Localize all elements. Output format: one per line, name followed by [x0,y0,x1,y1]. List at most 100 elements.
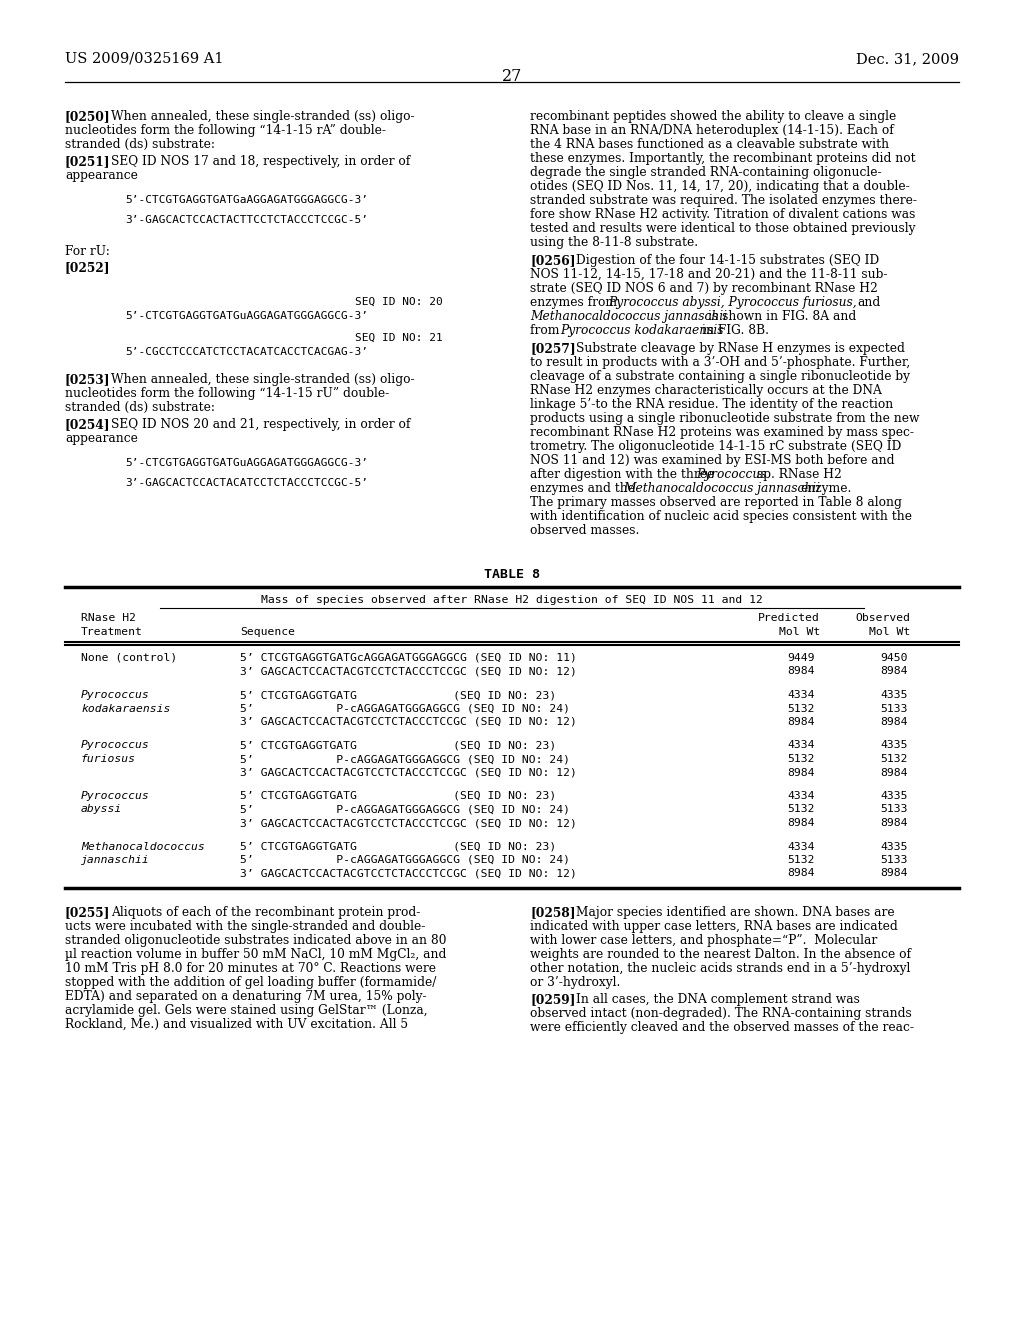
Text: 4334: 4334 [787,741,815,751]
Text: from: from [530,323,563,337]
Text: µl reaction volume in buffer 50 mM NaCl, 10 mM MgCl₂, and: µl reaction volume in buffer 50 mM NaCl,… [65,948,446,961]
Text: tested and results were identical to those obtained previously: tested and results were identical to tho… [530,222,915,235]
Text: 5132: 5132 [787,704,815,714]
Text: SEQ ID NOS 20 and 21, respectively, in order of: SEQ ID NOS 20 and 21, respectively, in o… [111,418,411,432]
Text: 8984: 8984 [787,767,815,777]
Text: furiosus: furiosus [81,754,136,764]
Text: [0252]: [0252] [65,261,111,275]
Text: RNA base in an RNA/DNA heteroduplex (14-1-15). Each of: RNA base in an RNA/DNA heteroduplex (14-… [530,124,894,137]
Text: 4335: 4335 [881,741,908,751]
Text: None (control): None (control) [81,653,177,663]
Text: Sequence: Sequence [240,627,295,638]
Text: strate (SEQ ID NOS 6 and 7) by recombinant RNase H2: strate (SEQ ID NOS 6 and 7) by recombina… [530,282,878,294]
Text: [0253]: [0253] [65,374,111,385]
Text: 5’            P-cAGGAGATGGGAGGCG (SEQ ID NO: 24): 5’ P-cAGGAGATGGGAGGCG (SEQ ID NO: 24) [240,754,570,764]
Text: In all cases, the DNA complement strand was: In all cases, the DNA complement strand … [575,993,860,1006]
Text: Pyrococcus: Pyrococcus [81,690,150,700]
Text: recombinant peptides showed the ability to cleave a single: recombinant peptides showed the ability … [530,110,896,123]
Text: stranded (ds) substrate:: stranded (ds) substrate: [65,139,215,150]
Text: 8984: 8984 [881,667,908,676]
Text: sp. RNase H2: sp. RNase H2 [757,469,842,480]
Text: 8984: 8984 [787,869,815,879]
Text: enzymes and the: enzymes and the [530,482,639,495]
Text: 5’-CTCGTGAGGTGATGuAGGAGATGGGAGGCG-3’: 5’-CTCGTGAGGTGATGuAGGAGATGGGAGGCG-3’ [125,458,368,469]
Text: 4335: 4335 [881,690,908,700]
Text: 8984: 8984 [787,717,815,727]
Text: 5’ CTCGTGAGGTGATG              (SEQ ID NO: 23): 5’ CTCGTGAGGTGATG (SEQ ID NO: 23) [240,842,556,851]
Text: SEQ ID NO: 21: SEQ ID NO: 21 [355,333,442,343]
Text: Digestion of the four 14-1-15 substrates (SEQ ID: Digestion of the four 14-1-15 substrates… [575,253,880,267]
Text: and: and [857,296,881,309]
Text: with identification of nucleic acid species consistent with the: with identification of nucleic acid spec… [530,510,912,523]
Text: the 4 RNA bases functioned as a cleavable substrate with: the 4 RNA bases functioned as a cleavabl… [530,139,889,150]
Text: fore show RNase H2 activity. Titration of divalent cations was: fore show RNase H2 activity. Titration o… [530,209,915,220]
Text: NOS 11 and 12) was examined by ESI-MS both before and: NOS 11 and 12) was examined by ESI-MS bo… [530,454,895,467]
Text: 4335: 4335 [881,791,908,801]
Text: using the 8-11-8 substrate.: using the 8-11-8 substrate. [530,236,698,249]
Text: Pyrococcus: Pyrococcus [81,741,150,751]
Text: Dec. 31, 2009: Dec. 31, 2009 [856,51,959,66]
Text: 5’-CTCGTGAGGTGATGuAGGAGATGGGAGGCG-3’: 5’-CTCGTGAGGTGATGuAGGAGATGGGAGGCG-3’ [125,312,368,321]
Text: 5132: 5132 [881,754,908,764]
Text: 3’ GAGCACTCCACTACGTCCTCTACCCTCCGC (SEQ ID NO: 12): 3’ GAGCACTCCACTACGTCCTCTACCCTCCGC (SEQ I… [240,767,577,777]
Text: 3’ GAGCACTCCACTACGTCCTCTACCCTCCGC (SEQ ID NO: 12): 3’ GAGCACTCCACTACGTCCTCTACCCTCCGC (SEQ I… [240,717,577,727]
Text: 4334: 4334 [787,690,815,700]
Text: SEQ ID NO: 20: SEQ ID NO: 20 [355,297,442,308]
Text: 8984: 8984 [787,667,815,676]
Text: nucleotides form the following “14-1-15 rA” double-: nucleotides form the following “14-1-15 … [65,124,386,137]
Text: Predicted: Predicted [758,612,820,623]
Text: 3’ GAGCACTCCACTACGTCCTCTACCCTCCGC (SEQ ID NO: 12): 3’ GAGCACTCCACTACGTCCTCTACCCTCCGC (SEQ I… [240,667,577,676]
Text: 5’ CTCGTGAGGTGATG              (SEQ ID NO: 23): 5’ CTCGTGAGGTGATG (SEQ ID NO: 23) [240,690,556,700]
Text: or 3’-hydroxyl.: or 3’-hydroxyl. [530,975,621,989]
Text: The primary masses observed are reported in Table 8 along: The primary masses observed are reported… [530,496,902,510]
Text: 3’-GAGCACTCCACTACATCCTCTACCCTCCGC-5’: 3’-GAGCACTCCACTACATCCTCTACCCTCCGC-5’ [125,478,368,488]
Text: 5132: 5132 [787,804,815,814]
Text: [0257]: [0257] [530,342,575,355]
Text: Major species identified are shown. DNA bases are: Major species identified are shown. DNA … [575,906,895,919]
Text: observed masses.: observed masses. [530,524,639,537]
Text: US 2009/0325169 A1: US 2009/0325169 A1 [65,51,223,66]
Text: 4334: 4334 [787,791,815,801]
Text: Pyrococcus: Pyrococcus [81,791,150,801]
Text: with lower case letters, and phosphate=“P”.  Molecular: with lower case letters, and phosphate=“… [530,935,878,946]
Text: Mol Wt: Mol Wt [868,627,910,638]
Text: after digestion with the three: after digestion with the three [530,469,718,480]
Text: Substrate cleavage by RNase H enzymes is expected: Substrate cleavage by RNase H enzymes is… [575,342,905,355]
Text: weights are rounded to the nearest Dalton. In the absence of: weights are rounded to the nearest Dalto… [530,948,911,961]
Text: otides (SEQ ID Nos. 11, 14, 17, 20), indicating that a double-: otides (SEQ ID Nos. 11, 14, 17, 20), ind… [530,180,909,193]
Text: to result in products with a 3’-OH and 5’-phosphate. Further,: to result in products with a 3’-OH and 5… [530,356,910,370]
Text: Rockland, Me.) and visualized with UV excitation. All 5: Rockland, Me.) and visualized with UV ex… [65,1018,409,1031]
Text: 9450: 9450 [881,653,908,663]
Text: were efficiently cleaved and the observed masses of the reac-: were efficiently cleaved and the observe… [530,1020,914,1034]
Text: 4334: 4334 [787,842,815,851]
Text: 5’ CTCGTGAGGTGATG              (SEQ ID NO: 23): 5’ CTCGTGAGGTGATG (SEQ ID NO: 23) [240,791,556,801]
Text: Pyrococcus: Pyrococcus [696,469,767,480]
Text: 8984: 8984 [881,869,908,879]
Text: [0251]: [0251] [65,154,111,168]
Text: Methanocaldococcus: Methanocaldococcus [81,842,205,851]
Text: 5133: 5133 [881,804,908,814]
Text: RNase H2: RNase H2 [81,612,136,623]
Text: [0255]: [0255] [65,906,111,919]
Text: enzymes from: enzymes from [530,296,621,309]
Text: ucts were incubated with the single-stranded and double-: ucts were incubated with the single-stra… [65,920,425,933]
Text: [0250]: [0250] [65,110,111,123]
Text: linkage 5’-to the RNA residue. The identity of the reaction: linkage 5’-to the RNA residue. The ident… [530,399,893,411]
Text: 5133: 5133 [881,855,908,865]
Text: appearance: appearance [65,432,138,445]
Text: acrylamide gel. Gels were stained using GelStar™ (Lonza,: acrylamide gel. Gels were stained using … [65,1005,428,1016]
Text: 5132: 5132 [787,754,815,764]
Text: observed intact (non-degraded). The RNA-containing strands: observed intact (non-degraded). The RNA-… [530,1007,911,1020]
Text: kodakaraensis: kodakaraensis [81,704,170,714]
Text: 5’            P-cAGGAGATGGGAGGCG (SEQ ID NO: 24): 5’ P-cAGGAGATGGGAGGCG (SEQ ID NO: 24) [240,804,570,814]
Text: EDTA) and separated on a denaturing 7M urea, 15% poly-: EDTA) and separated on a denaturing 7M u… [65,990,427,1003]
Text: abyssi: abyssi [81,804,122,814]
Text: 8984: 8984 [881,818,908,828]
Text: 3’ GAGCACTCCACTACGTCCTCTACCCTCCGC (SEQ ID NO: 12): 3’ GAGCACTCCACTACGTCCTCTACCCTCCGC (SEQ I… [240,818,577,828]
Text: [0256]: [0256] [530,253,575,267]
Text: 5’            P-cAGGAGATGGGAGGCG (SEQ ID NO: 24): 5’ P-cAGGAGATGGGAGGCG (SEQ ID NO: 24) [240,855,570,865]
Text: products using a single ribonucleotide substrate from the new: products using a single ribonucleotide s… [530,412,920,425]
Text: 27: 27 [502,69,522,84]
Text: 9449: 9449 [787,653,815,663]
Text: 8984: 8984 [787,818,815,828]
